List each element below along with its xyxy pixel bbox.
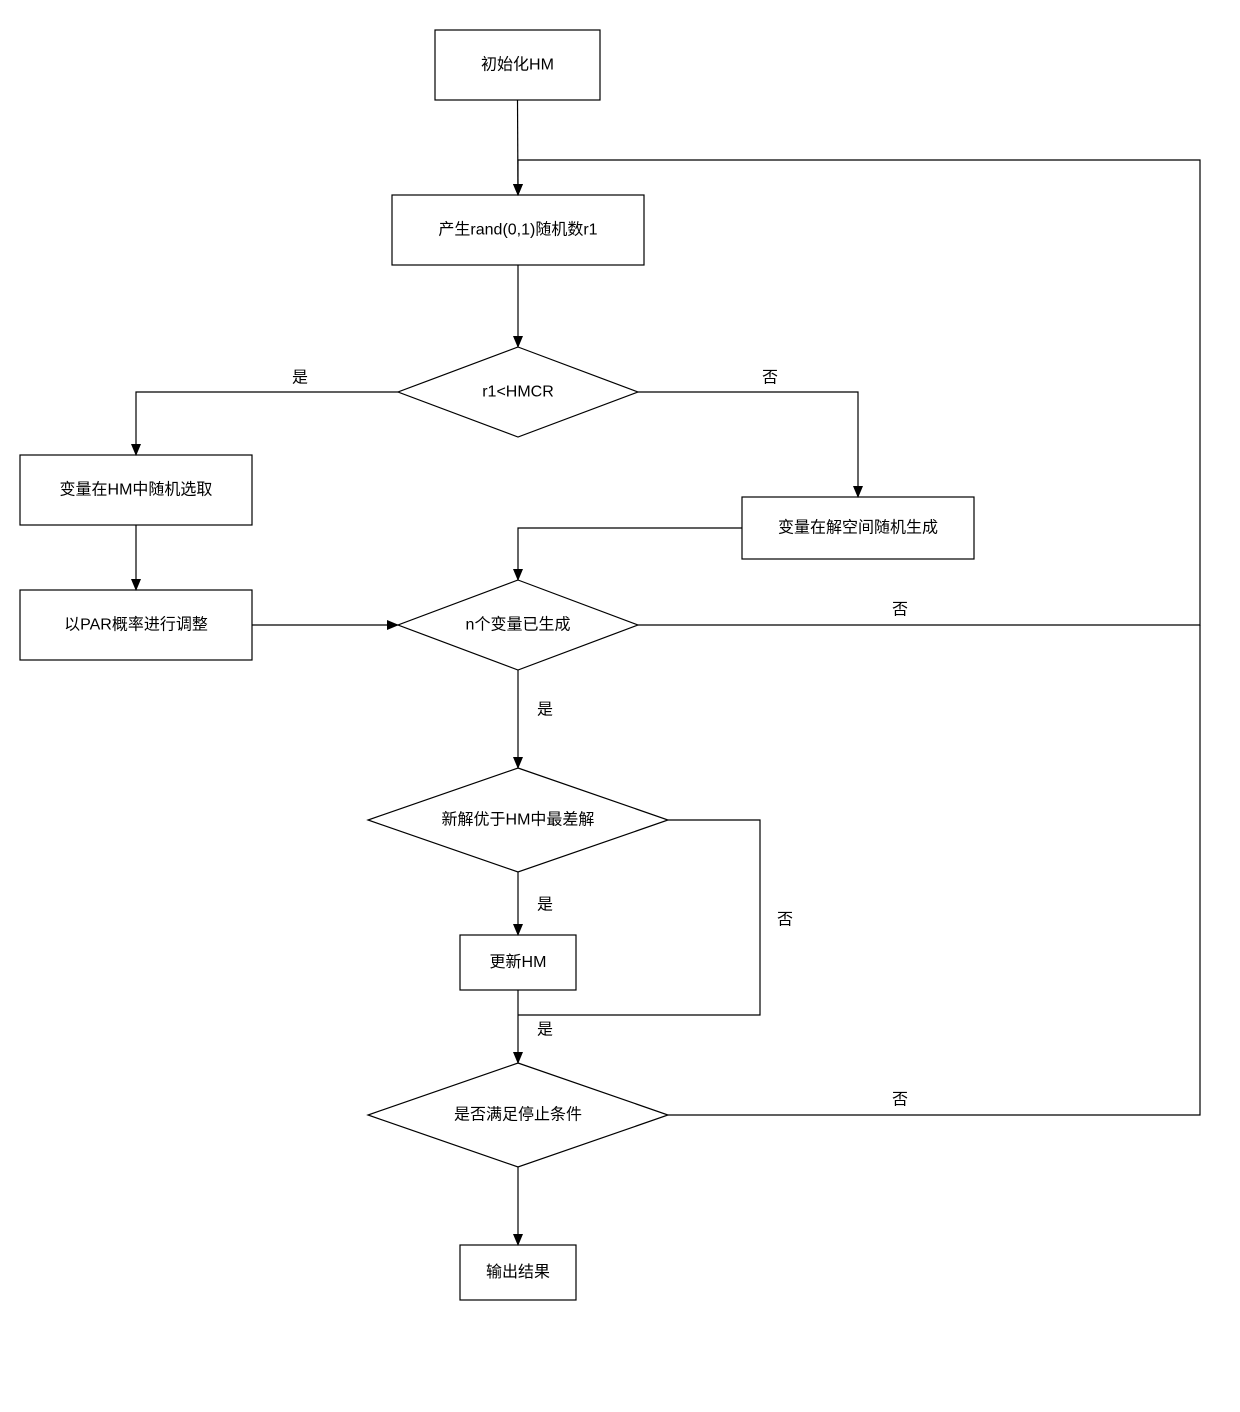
node-n_update: 更新HM [460, 935, 576, 990]
label-n_rand: 产生rand(0,1)随机数r1 [438, 221, 597, 239]
label-n_out: 输出结果 [486, 1263, 550, 1281]
edge-label-12: 否 [892, 1092, 908, 1109]
edge-label-10: 否 [777, 912, 793, 929]
node-n_init: 初始化HM [435, 30, 600, 100]
node-n_solspace: 变量在解空间随机生成 [742, 497, 974, 559]
label-n_better: 新解优于HM中最差解 [442, 811, 595, 829]
edge-2 [136, 392, 398, 455]
label-n_solspace: 变量在解空间随机生成 [778, 519, 938, 537]
node-n_better: 新解优于HM中最差解 [368, 768, 668, 872]
node-n_hmcr: r1<HMCR [398, 347, 638, 437]
node-n_stop: 是否满足停止条件 [368, 1063, 668, 1167]
node-n_rand: 产生rand(0,1)随机数r1 [392, 195, 644, 265]
label-n_hmcr: r1<HMCR [482, 384, 554, 401]
label-n_nvar: n个变量已生成 [466, 616, 571, 634]
label-n_init: 初始化HM [481, 56, 554, 74]
label-n_stop: 是否满足停止条件 [454, 1106, 582, 1124]
edge-3 [638, 392, 858, 497]
node-n_par: 以PAR概率进行调整 [20, 590, 252, 660]
edge-label-9: 是 [537, 897, 553, 914]
edge-label-2: 是 [292, 370, 308, 387]
edge-label-7: 是 [537, 702, 553, 719]
node-n_nvar: n个变量已生成 [398, 580, 638, 670]
edge-12 [668, 625, 1200, 1115]
label-n_par: 以PAR概率进行调整 [64, 616, 208, 634]
edge-label-8: 否 [892, 602, 908, 619]
node-n_pickHM: 变量在HM中随机选取 [20, 455, 252, 525]
label-n_pickHM: 变量在HM中随机选取 [60, 481, 213, 499]
node-n_out: 输出结果 [460, 1245, 576, 1300]
label-n_update: 更新HM [490, 953, 547, 971]
edge-label-3: 否 [762, 370, 778, 387]
edge-6 [518, 528, 742, 580]
edge-label-11: 是 [537, 1022, 553, 1039]
